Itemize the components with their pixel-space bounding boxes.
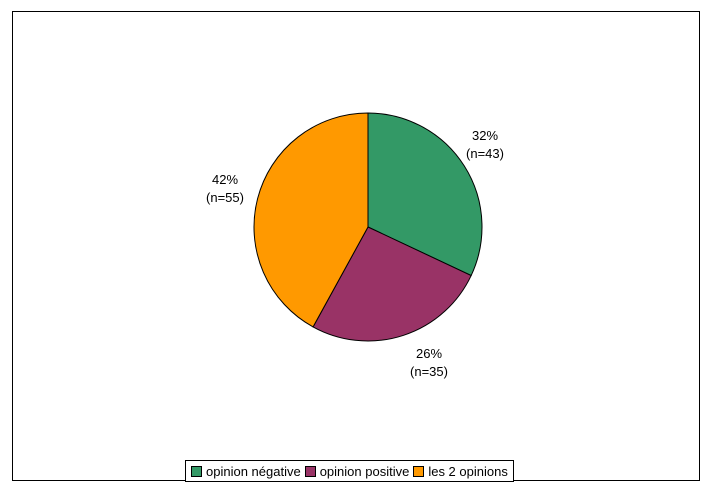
legend-swatch bbox=[191, 465, 202, 477]
slice-percent-label: 42% bbox=[212, 172, 238, 187]
legend-item: opinion négative bbox=[191, 464, 301, 479]
chart-legend: opinion négative opinion positive les 2 op… bbox=[185, 460, 514, 482]
slice-count-label: (n=55) bbox=[206, 190, 244, 205]
legend-label: les 2 opinions bbox=[428, 463, 508, 479]
pie-slice-3 bbox=[253, 112, 369, 328]
legend-item: les 2 opinions bbox=[413, 464, 508, 479]
legend-swatch bbox=[304, 465, 316, 477]
slice-count-label: (n=43) bbox=[466, 146, 504, 161]
slice-percent-label: 26% bbox=[416, 346, 442, 361]
pie-chart: 32% (n=43) 26% (n=35) 42% (n=55) bbox=[206, 112, 504, 379]
pie-slice-1 bbox=[367, 112, 483, 277]
chart-frame: 32% (n=43) 26% (n=35) 42% (n=55) opinion néga… bbox=[12, 11, 700, 482]
legend-item: opinion positive bbox=[304, 463, 410, 479]
slice-percent-label: 32% bbox=[472, 128, 498, 143]
legend-swatch bbox=[413, 465, 425, 477]
slice-count-label: (n=35) bbox=[410, 364, 448, 379]
legend-label: opinion positive bbox=[319, 463, 410, 479]
legend-label: opinion négative bbox=[206, 463, 301, 479]
